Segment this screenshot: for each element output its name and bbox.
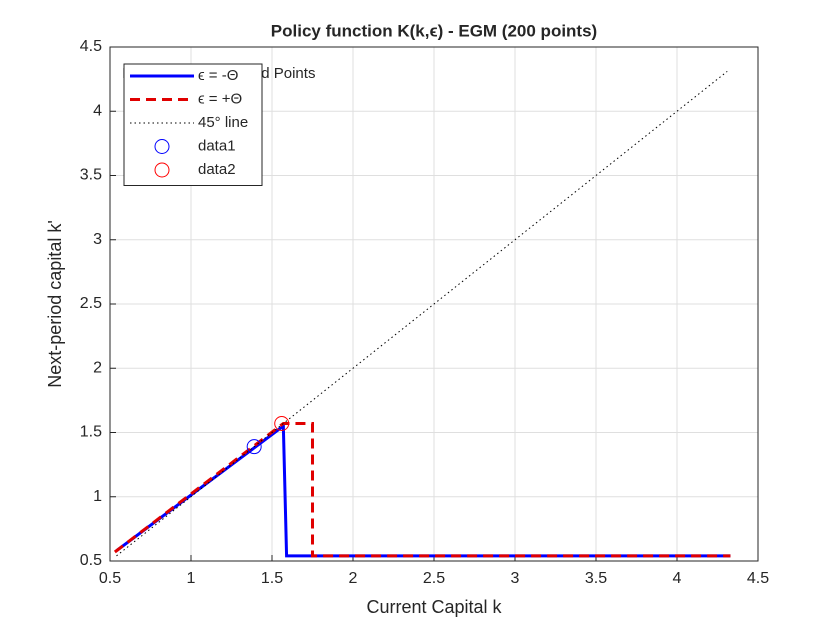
data-point bbox=[274, 416, 290, 432]
legend-label: ϵ = -Θ bbox=[198, 67, 238, 84]
x-tick-label: 3 bbox=[511, 570, 520, 587]
legend-label: ϵ = +Θ bbox=[198, 90, 242, 107]
x-tick-label: 1.5 bbox=[261, 570, 283, 587]
y-tick-label: 1 bbox=[93, 488, 102, 505]
y-tick-label: 4 bbox=[93, 102, 102, 119]
y-axis-label: Next-period capital k' bbox=[45, 220, 65, 388]
y-tick-label: 1.5 bbox=[80, 424, 102, 441]
y-tick-label: 2 bbox=[93, 359, 102, 376]
x-tick-label: 2.5 bbox=[423, 570, 445, 587]
axes-box bbox=[109, 46, 759, 562]
y-tick-label: 3.5 bbox=[80, 167, 102, 184]
x-tick-label: 1 bbox=[187, 570, 196, 587]
legend-label: 45° line bbox=[198, 114, 248, 131]
x-axis-label: Current Capital k bbox=[366, 597, 502, 617]
legend-label: data2 bbox=[198, 161, 236, 178]
y-tick-label: 4.5 bbox=[80, 38, 102, 55]
legend-marker bbox=[154, 139, 170, 154]
data-point bbox=[246, 439, 262, 455]
legend-marker bbox=[154, 162, 170, 178]
x-tick-label: 3.5 bbox=[585, 570, 607, 587]
chart-title: Policy function K(k,ϵ) - EGM (200 points… bbox=[271, 21, 597, 40]
x-tick-label: 4.5 bbox=[747, 570, 769, 587]
x-tick-label: 2 bbox=[349, 570, 358, 587]
y-tick-label: 3 bbox=[93, 231, 102, 248]
legend-label: data1 bbox=[198, 137, 236, 154]
y-tick-label: 2.5 bbox=[80, 295, 102, 312]
y-tick-label: 0.5 bbox=[80, 552, 102, 569]
x-tick-label: 0.5 bbox=[99, 570, 121, 587]
x-tick-label: 4 bbox=[673, 570, 682, 587]
series-line bbox=[113, 422, 731, 558]
legend-box bbox=[123, 63, 263, 186]
